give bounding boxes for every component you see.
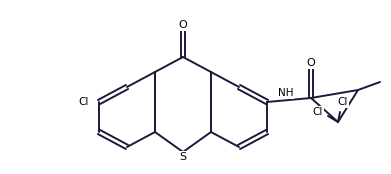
Text: O: O [179,20,187,30]
Text: Cl: Cl [79,97,89,107]
Text: O: O [307,58,316,68]
Text: NH: NH [278,88,294,98]
Text: Cl: Cl [313,107,323,117]
Text: S: S [179,152,187,162]
Text: Cl: Cl [338,97,348,107]
